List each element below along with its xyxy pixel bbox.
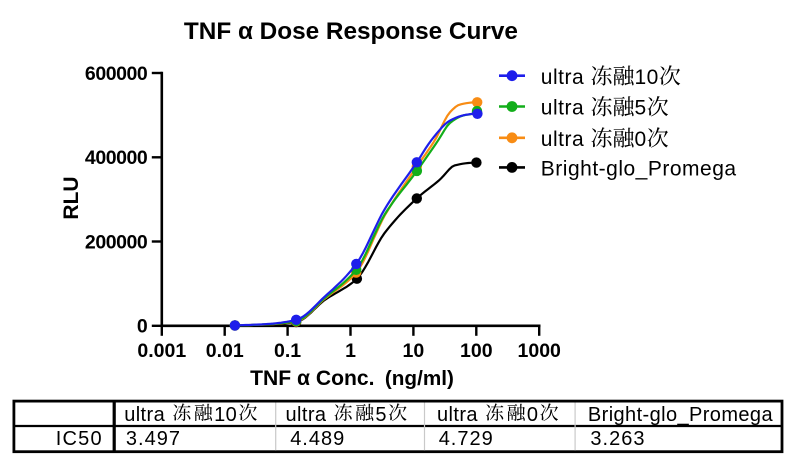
- svg-text:IC50: IC50: [56, 428, 103, 450]
- svg-text:0.001: 0.001: [137, 340, 186, 362]
- svg-text:0: 0: [137, 316, 148, 338]
- svg-text:10: 10: [214, 404, 237, 426]
- svg-text:5: 5: [375, 404, 387, 426]
- svg-text:0.1: 0.1: [274, 340, 301, 362]
- svg-text:3.263: 3.263: [590, 428, 645, 450]
- svg-text:ultra: ultra: [541, 128, 584, 151]
- svg-text:0: 0: [635, 128, 647, 151]
- svg-text:1000: 1000: [518, 340, 562, 362]
- svg-text:10: 10: [403, 340, 425, 362]
- svg-text:ultra: ultra: [541, 97, 584, 120]
- svg-text:ultra: ultra: [437, 404, 478, 426]
- svg-text:ultra: ultra: [541, 66, 584, 89]
- svg-text:(ng/ml): (ng/ml): [385, 367, 454, 390]
- svg-text:3.497: 3.497: [126, 428, 181, 450]
- svg-text:TNF α Dose Response Curve: TNF α Dose Response Curve: [184, 18, 518, 45]
- svg-text:1: 1: [345, 340, 356, 362]
- svg-text:Bright-glo_Promega: Bright-glo_Promega: [541, 158, 737, 181]
- svg-text:600000: 600000: [85, 63, 148, 85]
- svg-text:200000: 200000: [85, 231, 148, 253]
- svg-text:400000: 400000: [85, 147, 148, 169]
- svg-text:0: 0: [527, 404, 539, 426]
- svg-text:10: 10: [635, 66, 659, 89]
- svg-text:5: 5: [635, 97, 647, 120]
- svg-text:ultra: ultra: [124, 404, 165, 426]
- svg-text:4.489: 4.489: [290, 428, 345, 450]
- svg-text:ultra: ultra: [286, 404, 327, 426]
- svg-text:TNF α Conc.: TNF α Conc.: [250, 367, 374, 390]
- svg-text:4.729: 4.729: [439, 428, 494, 450]
- svg-text:RLU: RLU: [60, 176, 83, 219]
- svg-text:0.01: 0.01: [206, 340, 244, 362]
- svg-text:100: 100: [460, 340, 493, 362]
- svg-text:Bright-glo_Promega: Bright-glo_Promega: [588, 404, 774, 426]
